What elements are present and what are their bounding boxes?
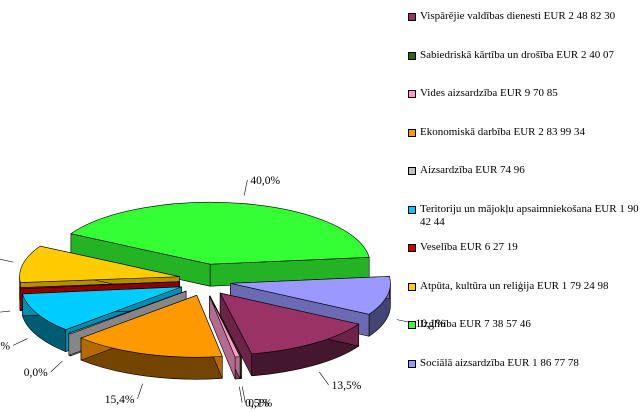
- legend-swatch: [408, 282, 416, 291]
- leader-line: [239, 386, 243, 403]
- leader-line: [137, 383, 143, 399]
- slice-percent-label: 40,0%: [250, 175, 280, 187]
- legend-item: Aizsardzība EUR 74 96: [408, 164, 640, 177]
- legend-label: Sabiedriskā kārtība un drošība EUR 2 40 …: [420, 48, 614, 61]
- slice-percent-label: 0,0%: [24, 367, 48, 379]
- pie-slice: [219, 292, 360, 377]
- legend-label: Veselība EUR 6 27 19: [420, 241, 518, 253]
- slice-percent-label: 10,3%: [0, 340, 10, 352]
- leader-line: [12, 338, 28, 346]
- legend-label: Sociālā aizsardzība EUR 1 86 77 78: [420, 356, 579, 369]
- slice-percent-label: 13,5%: [332, 380, 362, 392]
- pie-slice: [80, 294, 223, 380]
- legend-swatch: [408, 205, 416, 214]
- legend-label: Ekonomiskā darbība EUR 2 83 99 34: [420, 125, 585, 138]
- legend-swatch: [408, 359, 416, 368]
- legend-swatch: [408, 167, 416, 175]
- slice-percent-label: 10,1%: [416, 318, 446, 330]
- legend-item: Ekonomiskā darbība EUR 2 83 99 34: [408, 126, 640, 139]
- legend-swatch: [408, 128, 416, 137]
- legend-swatch: [408, 244, 416, 252]
- legend-label: Aizsardzība EUR 74 96: [420, 164, 525, 176]
- legend-item: Sabiedriskā kārtība un drošība EUR 2 40 …: [408, 49, 640, 62]
- leader-line: [0, 258, 14, 263]
- legend-label: Izglītība EUR 7 38 57 46: [420, 318, 531, 330]
- leader-line: [241, 386, 246, 403]
- legend-label: Teritoriju un mājokļu apsaimniekošana EU…: [420, 202, 639, 228]
- legend-item: Vispārējie valdības dienesti EUR 2 48 82…: [408, 10, 640, 23]
- slice-percent-label: 0,1%: [248, 397, 272, 409]
- legend-swatch: [408, 51, 416, 60]
- pie-slice: [209, 295, 241, 380]
- leader-line: [243, 179, 248, 196]
- slice-percent-label: 0,5%: [245, 398, 269, 410]
- leader-line: [319, 371, 329, 386]
- legend-item: Atpūta, kultūra un reliģija EUR 1 79 24 …: [408, 280, 640, 293]
- legend-swatch: [408, 13, 416, 21]
- legend-label: Vispārējie valdības dienesti EUR 2 48 82…: [420, 10, 616, 22]
- leader-line: [50, 360, 63, 373]
- pie-slice: [70, 201, 370, 287]
- legend-swatch: [408, 321, 416, 329]
- legend-item: Sociālā aizsardzība EUR 1 86 77 78: [408, 357, 640, 370]
- legend-item: Veselība EUR 6 27 19: [408, 241, 640, 254]
- legend-label: Atpūta, kultūra un reliģija EUR 1 79 24 …: [420, 279, 609, 292]
- legend-label: Vides aizsardzība EUR 9 70 85: [420, 87, 558, 99]
- legend-item: Izglītība EUR 7 38 57 46: [408, 318, 640, 331]
- legend-item: Teritoriju un mājokļu apsaimniekošana EU…: [408, 203, 640, 229]
- legend-swatch: [408, 90, 416, 98]
- slice-percent-label: 15,4%: [105, 394, 135, 406]
- legend-item: Vides aizsardzība EUR 9 70 85: [408, 87, 640, 100]
- leader-line: [0, 310, 11, 313]
